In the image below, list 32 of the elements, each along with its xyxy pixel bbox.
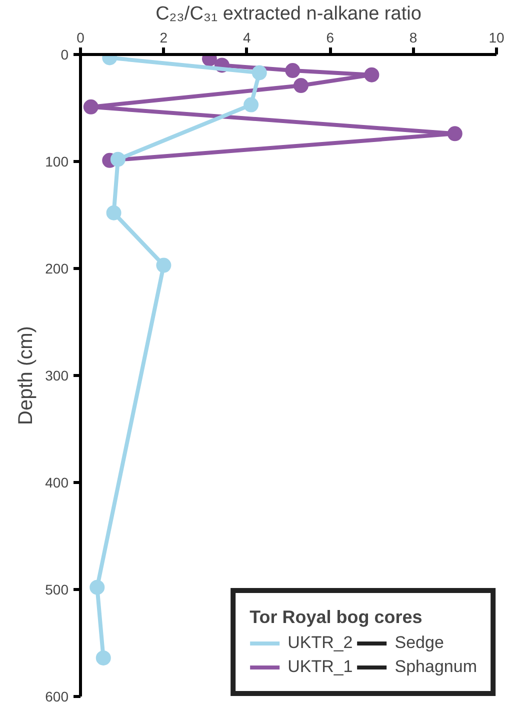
x-tick-label: 10 — [488, 30, 504, 46]
point — [156, 258, 172, 273]
y-tick-label: 200 — [45, 260, 69, 276]
y-tick-label: 500 — [45, 582, 69, 598]
y-tick-label: 100 — [45, 154, 69, 170]
point — [447, 126, 462, 142]
y-axis-title: Depth (cm) — [15, 326, 38, 425]
point — [293, 78, 308, 94]
point — [106, 205, 122, 220]
point — [252, 65, 267, 80]
y-tick-label: 300 — [45, 368, 69, 384]
legend-label: Sphagnum — [394, 657, 477, 677]
point — [110, 152, 126, 167]
legend-title: Tor Royal bog cores — [250, 607, 424, 628]
x-tick-label: 0 — [76, 30, 85, 46]
y-tick-label: 0 — [60, 46, 69, 62]
y-tick-label: 600 — [45, 688, 69, 704]
x-tick-label: 8 — [409, 30, 418, 46]
x-tick-label: 2 — [160, 30, 168, 46]
legend-label: UKTR_2 — [288, 633, 353, 653]
y-tick-label: 400 — [45, 474, 69, 490]
point — [285, 63, 300, 78]
x-axis-title: C₂₃/C₃₁ extracted n-alkane ratio — [156, 4, 422, 24]
x-tick-label: 4 — [243, 30, 252, 46]
legend-label: Sedge — [394, 633, 444, 653]
x-tick-label: 6 — [326, 30, 334, 46]
legend-label: UKTR_1 — [288, 657, 353, 677]
point — [90, 580, 105, 595]
point — [364, 67, 380, 82]
point — [96, 650, 111, 666]
point — [83, 99, 98, 114]
point — [244, 97, 259, 112]
